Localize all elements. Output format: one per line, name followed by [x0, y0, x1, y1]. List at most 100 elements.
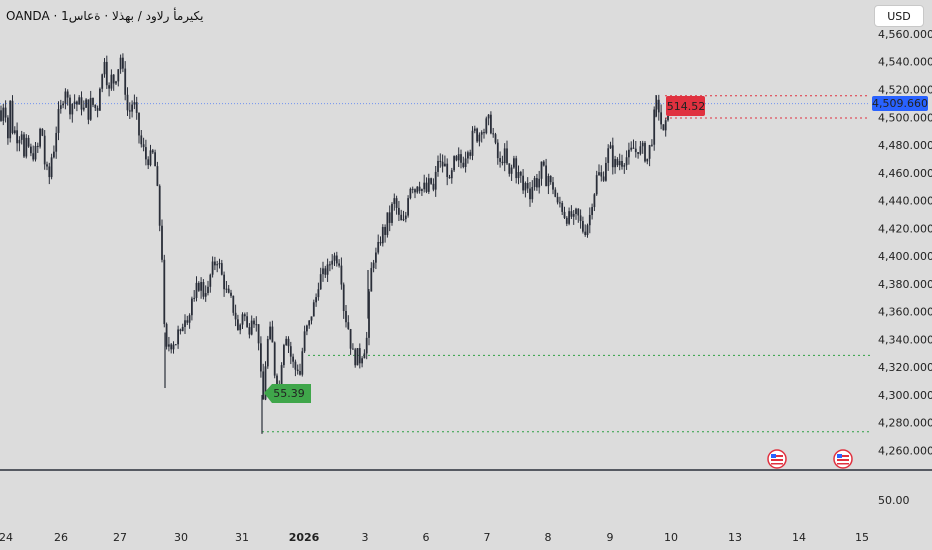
candle-body: [170, 344, 173, 350]
candle-body: [209, 274, 212, 287]
y-tick-label: 4,520.000: [878, 83, 932, 96]
candle-body: [128, 110, 131, 112]
candle-body: [395, 198, 398, 208]
high-marker[interactable]: 514.52: [666, 96, 705, 116]
candle-body: [122, 57, 124, 69]
candle-body: [354, 349, 357, 366]
candle-body: [524, 182, 527, 191]
candle-body: [352, 348, 354, 350]
high-marker-label: 514.52: [667, 100, 706, 113]
candle-body: [200, 282, 202, 291]
candle-body: [657, 99, 660, 113]
candle-body: [660, 112, 662, 125]
candle-body: [400, 214, 403, 221]
candle-body: [96, 108, 99, 111]
candle-body: [651, 144, 653, 146]
candle-body: [630, 147, 633, 150]
candle-body: [13, 130, 16, 134]
candle-body: [542, 161, 545, 166]
candle-body: [191, 298, 193, 316]
candle-body: [184, 320, 186, 327]
candle-body: [437, 160, 439, 172]
candle-body: [609, 145, 612, 149]
candle-body: [628, 149, 630, 158]
candle-body: [301, 351, 304, 375]
candle-body: [269, 326, 271, 339]
candle-body: [294, 361, 297, 370]
candle-body: [326, 264, 329, 275]
us-flag-icon[interactable]: [767, 449, 787, 469]
candle-body: [76, 101, 78, 105]
candle-body: [377, 241, 380, 253]
price-axis[interactable]: 4,260.000 4,280.000 4,300.000 4,320.000 4,34…: [878, 28, 932, 458]
candle-body: [342, 284, 345, 311]
candle-body: [331, 260, 334, 265]
low-marker[interactable]: 55.39: [264, 384, 311, 403]
y-tick-label: 4,440.000: [878, 195, 932, 208]
candle-body: [243, 314, 246, 317]
y-tick-label: 4,560.000: [878, 28, 932, 41]
candle-body: [119, 57, 122, 70]
candle-body: [591, 207, 593, 215]
candle-body: [561, 202, 564, 212]
candle-body: [513, 158, 515, 168]
candle-body: [94, 104, 97, 109]
candle-body: [103, 61, 106, 75]
candle-body: [611, 145, 614, 168]
candles-group: [0, 53, 669, 434]
high-marker-box: [666, 96, 705, 116]
candle-body: [223, 274, 225, 290]
x-tick-label: 2026: [289, 531, 320, 544]
x-tick-label: 6: [423, 531, 430, 544]
candle-body: [545, 165, 547, 187]
candle-body: [411, 188, 414, 190]
candle-body: [462, 162, 465, 167]
candle-body: [266, 338, 269, 367]
candle-body: [168, 344, 170, 347]
candle-body: [427, 178, 430, 192]
candle-body: [446, 163, 449, 178]
candle-body: [375, 252, 377, 263]
candle-body: [379, 241, 382, 244]
candle-body: [393, 198, 396, 204]
low-marker-label: 55.39: [273, 387, 305, 400]
candle-body: [430, 178, 432, 184]
candle-body: [280, 365, 283, 385]
last-price-tag-label: 4,509.660: [872, 97, 928, 110]
candle-body: [225, 288, 228, 290]
candle-body: [193, 297, 196, 299]
us-flag-icon[interactable]: [833, 449, 853, 469]
candle-body: [473, 128, 476, 131]
candle-body: [218, 263, 221, 265]
candle-body: [450, 170, 453, 179]
candle-body: [434, 171, 437, 190]
candle-body: [455, 156, 458, 161]
candle-body: [494, 134, 497, 143]
candle-body: [310, 316, 313, 321]
time-axis[interactable]: 24 26 27 30 31 2026 3 6 7 8 9 10 13 14 15: [0, 531, 869, 544]
x-tick-label: 15: [855, 531, 869, 544]
candle-body: [423, 182, 426, 190]
candle-body: [648, 145, 651, 159]
candle-body: [7, 117, 9, 139]
candle-body: [501, 161, 504, 164]
candle-body: [425, 182, 428, 192]
candle-body: [517, 171, 520, 179]
candle-body: [289, 346, 292, 357]
currency-button[interactable]: USD: [874, 5, 924, 27]
candle-body: [333, 255, 336, 261]
candle-body: [50, 157, 53, 178]
event-markers: [767, 449, 853, 469]
candle-body: [87, 99, 90, 120]
candle-body: [312, 302, 315, 317]
candle-body: [197, 282, 200, 291]
candle-body: [69, 97, 71, 115]
candle-body: [480, 132, 483, 135]
candle-body: [174, 344, 177, 346]
candle-body: [625, 157, 628, 166]
candle-body: [496, 142, 499, 159]
candle-body: [117, 69, 120, 82]
candle-body: [565, 217, 568, 224]
